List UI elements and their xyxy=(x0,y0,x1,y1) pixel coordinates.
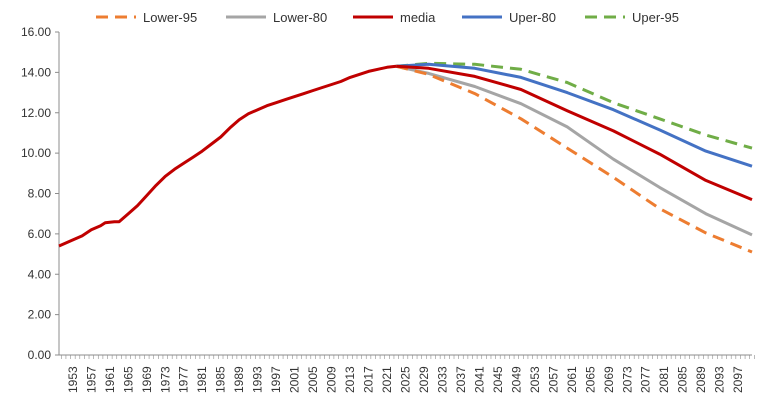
series-line-historical xyxy=(58,64,397,248)
x-tick-label: 1957 xyxy=(84,366,98,393)
x-tick-label: 2037 xyxy=(454,366,468,393)
x-tick-label: 1953 xyxy=(66,366,80,393)
x-tick-label: 2053 xyxy=(528,366,542,393)
y-tick-label: 2.00 xyxy=(28,308,52,322)
x-tick-label: 2065 xyxy=(583,366,597,393)
series-line-uper-80 xyxy=(396,62,753,168)
x-tick-label: 2069 xyxy=(602,366,616,393)
legend: Lower-95 Lower-80 media Uper-80 Uper-95 xyxy=(96,10,679,25)
x-tick-label: 2021 xyxy=(380,366,394,393)
x-tick-label: 2073 xyxy=(620,366,634,393)
x-tick-label: 2081 xyxy=(657,366,671,393)
x-tick-label: 1977 xyxy=(177,366,191,393)
x-axis: 1953 1957 1961 1965 1969 1973 1977 1981 1985 1989… xyxy=(59,354,755,393)
x-tick-label: 1969 xyxy=(140,366,154,393)
x-tick-label: 2041 xyxy=(472,366,486,393)
y-tick-label: 10.00 xyxy=(21,146,51,160)
y-tick-label: 14.00 xyxy=(21,65,51,79)
legend-label-media: media xyxy=(400,10,436,25)
x-tick-label: 2077 xyxy=(639,366,653,393)
x-tick-label: 2089 xyxy=(694,366,708,393)
x-tick-label: 2049 xyxy=(509,366,523,393)
x-tick-label: 1973 xyxy=(158,366,172,393)
y-tick-label: 8.00 xyxy=(28,187,52,201)
x-tick-label: 1997 xyxy=(269,366,283,393)
x-tick-label: 2097 xyxy=(731,366,745,393)
legend-label-uper-80: Uper-80 xyxy=(509,10,556,25)
legend-label-lower-80: Lower-80 xyxy=(273,10,327,25)
x-tick-label: 2057 xyxy=(546,366,560,393)
x-tick-label: 1961 xyxy=(103,366,117,393)
x-tick-label: 1989 xyxy=(232,366,246,393)
x-tick-label: 2045 xyxy=(491,366,505,393)
x-tick-label: 2033 xyxy=(435,366,449,393)
series-line-lower-80 xyxy=(395,64,753,237)
x-tick-label: 2029 xyxy=(417,366,431,393)
x-tick-label: 2061 xyxy=(565,366,579,393)
x-tick-label: 2025 xyxy=(399,366,413,393)
y-tick-label: 0.00 xyxy=(28,348,52,362)
x-tick-label: 2009 xyxy=(325,366,339,393)
x-tick-label: 1985 xyxy=(214,366,228,393)
x-tick-label: 1965 xyxy=(121,366,135,393)
y-tick-label: 6.00 xyxy=(28,227,52,241)
x-tick-label: 2085 xyxy=(676,366,690,393)
legend-label-lower-95: Lower-95 xyxy=(143,10,197,25)
legend-label-uper-95: Uper-95 xyxy=(632,10,679,25)
y-tick-label: 16.00 xyxy=(21,25,51,39)
x-tick-label: 1993 xyxy=(251,366,265,393)
x-tick-label: 2093 xyxy=(713,366,727,393)
y-axis: 0.00 2.00 4.00 6.00 8.00 10.00 12.00 14.00 16.00 xyxy=(21,25,60,362)
x-tick-label: 2005 xyxy=(306,366,320,393)
x-tick-label: 1981 xyxy=(195,366,209,393)
y-tick-label: 12.00 xyxy=(21,106,51,120)
x-tick-label: 2001 xyxy=(288,366,302,393)
series-layer xyxy=(58,61,753,254)
series-line-media xyxy=(396,64,753,201)
x-tick-label: 2013 xyxy=(343,366,357,393)
series-line-uper-95 xyxy=(396,61,753,150)
x-tick-label: 2017 xyxy=(362,366,376,393)
y-tick-label: 4.00 xyxy=(28,267,52,281)
series-line-lower-95 xyxy=(395,64,753,254)
